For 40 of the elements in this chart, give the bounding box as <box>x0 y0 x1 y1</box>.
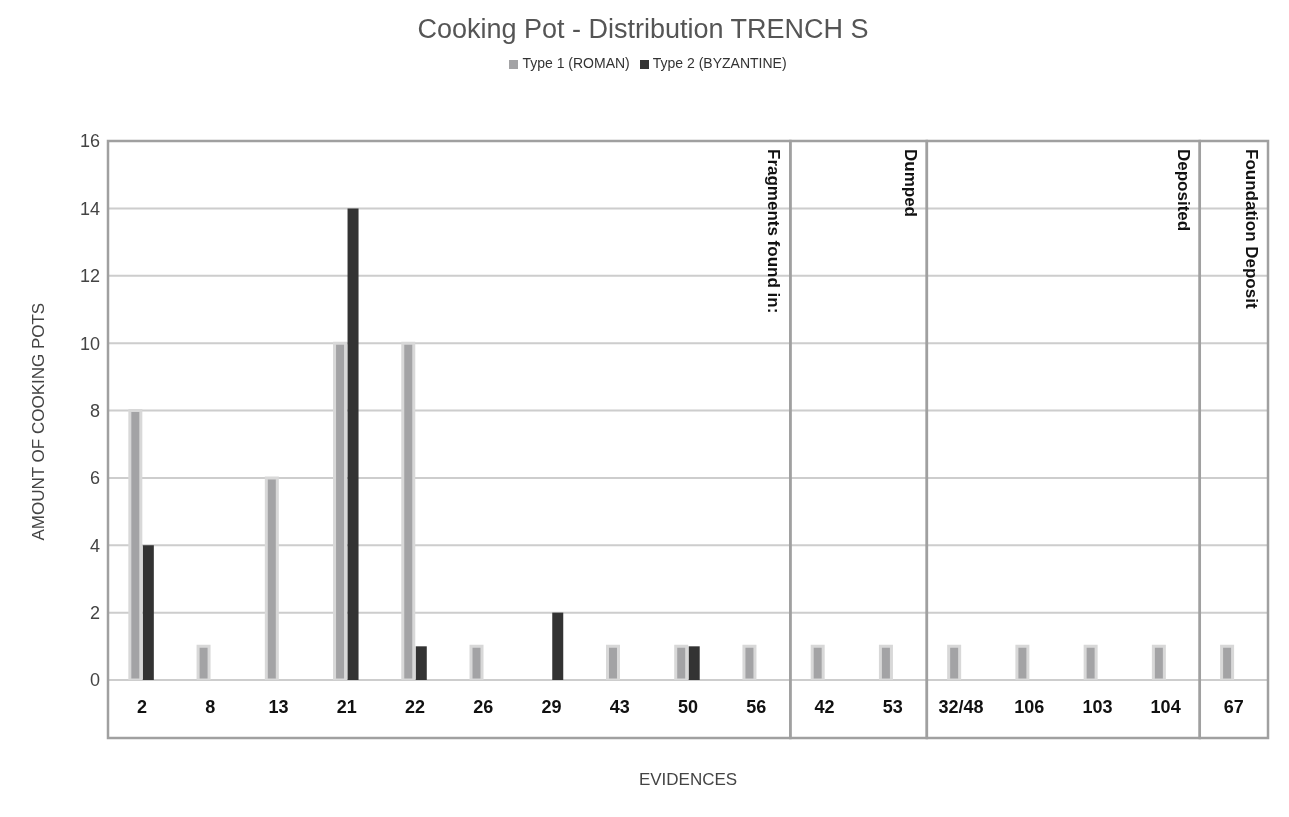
y-tick-label: 8 <box>89 400 100 421</box>
legend-label: Type 1 (ROMAN) <box>522 55 630 71</box>
legend-label: Type 2 (BYZANTINE) <box>652 55 787 71</box>
x-tick-label: 13 <box>268 696 289 717</box>
y-tick-label: 14 <box>79 198 100 219</box>
band-label: Foundation Deposit <box>1242 149 1261 309</box>
x-tick-label: 29 <box>541 696 562 717</box>
x-tick-label: 53 <box>882 696 903 717</box>
bar <box>552 612 564 680</box>
x-tick-label: 50 <box>677 696 699 717</box>
bar <box>415 646 427 680</box>
x-tick-label: 106 <box>1014 696 1045 717</box>
x-tick-label: 21 <box>336 696 357 717</box>
x-tick-label: 22 <box>405 696 426 717</box>
x-tick-label: 103 <box>1082 696 1113 717</box>
y-tick-label: 2 <box>89 603 100 624</box>
band-label: Dumped <box>900 149 920 217</box>
band-label: Deposited <box>1173 149 1193 232</box>
x-tick-label: 67 <box>1223 696 1244 717</box>
y-tick-label: 4 <box>89 535 100 556</box>
bar <box>142 545 154 680</box>
bar <box>347 208 359 680</box>
band-label: Fragments found in: <box>764 149 784 314</box>
x-tick-label: 26 <box>473 696 494 717</box>
y-axis-title: AMOUNT OF COOKING POTS <box>29 302 49 541</box>
y-tick-label: 10 <box>79 333 100 354</box>
y-tick-label: 12 <box>79 266 100 287</box>
x-axis-title: EVIDENCES <box>638 770 738 789</box>
x-tick-label: 2 <box>137 696 148 717</box>
x-tick-label: 8 <box>205 696 216 717</box>
chart-title: Cooking Pot - Distribution TRENCH S <box>416 13 870 45</box>
x-tick-label: 56 <box>746 696 767 717</box>
x-tick-label: 104 <box>1150 696 1181 717</box>
x-tick-label: 32/48 <box>938 696 984 717</box>
x-tick-label: 42 <box>814 696 835 717</box>
x-tick-label: 43 <box>609 696 630 717</box>
bar <box>688 646 700 680</box>
y-tick-label: 16 <box>79 131 100 152</box>
y-tick-label: 6 <box>89 468 100 489</box>
y-tick-label: 0 <box>89 670 100 691</box>
